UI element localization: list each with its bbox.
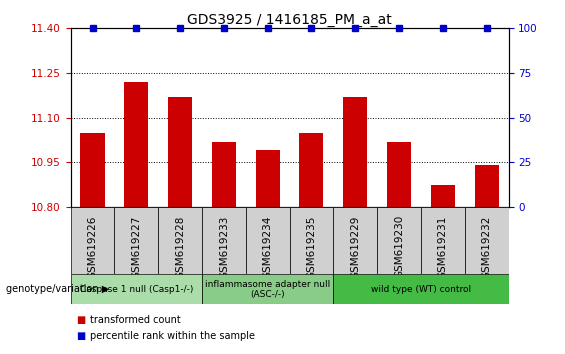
Bar — [475, 165, 499, 207]
Text: GSM619235: GSM619235 — [306, 215, 316, 279]
Text: GSM619234: GSM619234 — [263, 215, 273, 279]
Bar — [289, 207, 333, 274]
Bar — [431, 185, 455, 207]
Bar — [71, 274, 202, 304]
Bar — [421, 207, 464, 274]
Bar — [246, 207, 289, 274]
Bar — [464, 207, 508, 274]
Text: genotype/variation ▶: genotype/variation ▶ — [6, 284, 109, 295]
Text: GSM619232: GSM619232 — [481, 215, 492, 279]
Text: GSM619227: GSM619227 — [131, 215, 141, 279]
Text: GSM619231: GSM619231 — [438, 215, 448, 279]
Text: GSM619228: GSM619228 — [175, 215, 185, 279]
Text: GSM619233: GSM619233 — [219, 215, 229, 279]
Bar — [387, 142, 411, 207]
Bar — [212, 142, 236, 207]
Title: GDS3925 / 1416185_PM_a_at: GDS3925 / 1416185_PM_a_at — [187, 13, 392, 27]
Bar — [377, 207, 421, 274]
Bar — [158, 207, 202, 274]
Bar — [80, 133, 105, 207]
Text: ■: ■ — [76, 315, 85, 325]
Text: GSM619226: GSM619226 — [88, 215, 98, 279]
Bar — [343, 97, 367, 207]
Bar — [202, 274, 333, 304]
Bar — [299, 133, 324, 207]
Text: Caspase 1 null (Casp1-/-): Caspase 1 null (Casp1-/-) — [80, 285, 193, 294]
Text: inflammasome adapter null
(ASC-/-): inflammasome adapter null (ASC-/-) — [205, 280, 331, 299]
Bar — [124, 82, 149, 207]
Bar — [114, 207, 158, 274]
Text: transformed count: transformed count — [90, 315, 181, 325]
Bar — [168, 97, 192, 207]
Text: wild type (WT) control: wild type (WT) control — [371, 285, 471, 294]
Bar — [71, 207, 114, 274]
Bar — [255, 150, 280, 207]
Bar — [333, 207, 377, 274]
Text: GSM619230: GSM619230 — [394, 215, 404, 278]
Text: GSM619229: GSM619229 — [350, 215, 360, 279]
Bar — [333, 274, 508, 304]
Text: percentile rank within the sample: percentile rank within the sample — [90, 331, 255, 341]
Text: ■: ■ — [76, 331, 85, 341]
Bar — [202, 207, 246, 274]
